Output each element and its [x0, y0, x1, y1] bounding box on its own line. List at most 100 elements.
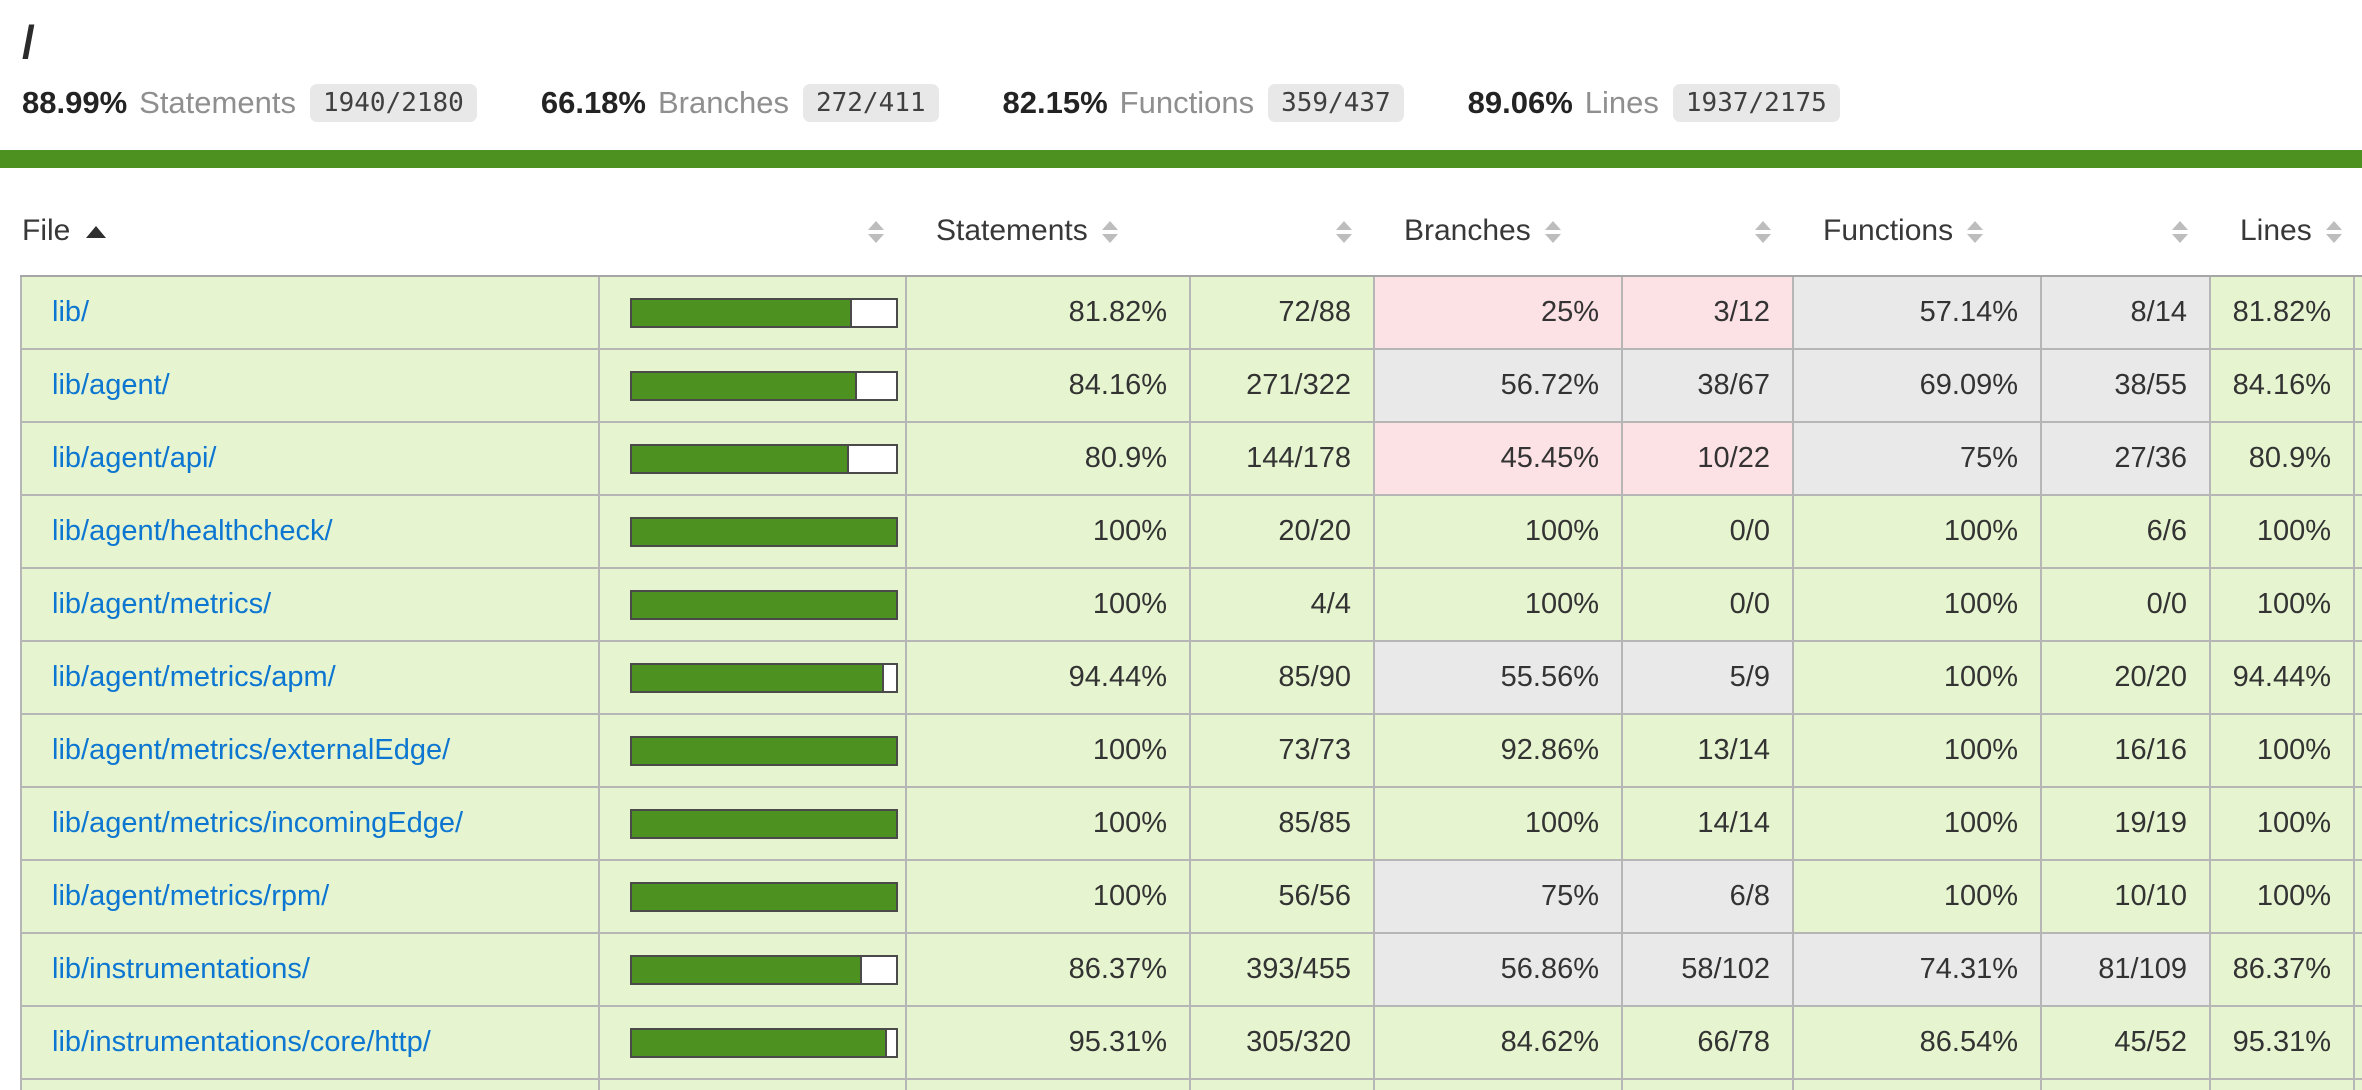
- coverage-bar-empty: [849, 297, 898, 328]
- sort-icon[interactable]: [1967, 220, 1984, 244]
- table-row: lib/agent/healthcheck/100% 20/20 100% 0/0 10…: [20, 494, 2362, 569]
- table-row: lib/agent/api/80.9% 144/178 45.45% 10/22 75%…: [20, 421, 2362, 496]
- functions-pct-cell: 57.14%: [1792, 275, 2042, 350]
- table-row: lib/agent/84.16% 271/322 56.72% 38/67 69.09%…: [20, 348, 2362, 423]
- coverage-bar: [630, 1027, 898, 1058]
- partial-cell: [1373, 1078, 1623, 1090]
- lines-fraction-cell: [2353, 786, 2362, 861]
- coverage-bar: [630, 297, 898, 328]
- functions-pct-cell: 100%: [1792, 640, 2042, 715]
- branches-fraction-cell: 10/22: [1621, 421, 1794, 496]
- branches-pct-cell: 56.86%: [1373, 932, 1623, 1007]
- branches-pct-cell: 55.56%: [1373, 640, 1623, 715]
- file-link[interactable]: lib/agent/metrics/: [52, 588, 272, 620]
- sort-icon[interactable]: [1101, 220, 1118, 244]
- column-header-functions-raw[interactable]: [2041, 186, 2210, 277]
- file-link[interactable]: lib/agent/healthcheck/: [52, 515, 333, 547]
- partial-cell: [20, 1078, 600, 1090]
- coverage-bar-empty: [855, 370, 898, 401]
- branches-summary-label: Branches: [657, 85, 789, 120]
- column-header-file[interactable]: File: [21, 186, 599, 277]
- file-cell: lib/agent/: [20, 348, 600, 423]
- file-cell: lib/instrumentations/core/http/: [20, 1005, 600, 1080]
- statements-fraction-cell: 85/90: [1189, 640, 1375, 715]
- lines-summary-label: Lines: [1584, 85, 1659, 120]
- functions-summary-pct: 82.15%: [1002, 85, 1108, 120]
- column-header-functions[interactable]: Functions: [1793, 186, 2041, 277]
- file-link[interactable]: lib/agent/: [52, 369, 170, 401]
- branches-pct-cell: 75%: [1373, 859, 1623, 934]
- functions-pct-cell: 74.31%: [1792, 932, 2042, 1007]
- sort-icon[interactable]: [2172, 220, 2188, 244]
- lines-pct-cell: 86.37%: [2209, 932, 2355, 1007]
- statements-pct-cell: 100%: [905, 713, 1191, 788]
- functions-pct-cell: 75%: [1792, 421, 2042, 496]
- sort-icon[interactable]: [1755, 220, 1771, 244]
- file-link[interactable]: lib/: [52, 296, 90, 328]
- sort-icon[interactable]: [1336, 220, 1352, 244]
- functions-pct-cell: 100%: [1792, 859, 2042, 934]
- column-header-lines[interactable]: Lines: [2210, 186, 2354, 277]
- statements-fraction-cell: 73/73: [1189, 713, 1375, 788]
- sort-icon[interactable]: [2325, 220, 2342, 244]
- file-link[interactable]: lib/agent/api/: [52, 442, 217, 474]
- sort-ascending-icon[interactable]: [86, 226, 106, 238]
- functions-summary-fraction: 359/437: [1268, 84, 1404, 122]
- coverage-bar-cell: [598, 1005, 907, 1080]
- file-link[interactable]: lib/agent/metrics/incomingEdge/: [52, 807, 464, 839]
- branches-summary-pct: 66.18%: [540, 85, 646, 120]
- coverage-bar-cell: [598, 932, 907, 1007]
- functions-fraction-cell: 6/6: [2040, 494, 2211, 569]
- statements-fraction-cell: 72/88: [1189, 275, 1375, 350]
- coverage-bar: [630, 662, 898, 693]
- lines-fraction-cell: [2353, 494, 2362, 569]
- file-cell: lib/agent/metrics/apm/: [20, 640, 600, 715]
- coverage-bar-cell: [598, 786, 907, 861]
- coverage-bar-cell: [598, 421, 907, 496]
- lines-pct-cell: 94.44%: [2209, 640, 2355, 715]
- table-row: lib/agent/metrics/externalEdge/100% 73/73…: [20, 713, 2362, 788]
- file-link[interactable]: lib/agent/metrics/rpm/: [52, 880, 330, 912]
- column-header-graph[interactable]: [599, 186, 906, 277]
- coverage-bar: [630, 516, 898, 547]
- lines-fraction-cell: [2353, 275, 2362, 350]
- table-row: lib/agent/metrics/rpm/100% 56/56 75% 6/8 100…: [20, 859, 2362, 934]
- branches-pct-cell: 100%: [1373, 567, 1623, 642]
- file-link[interactable]: lib/agent/metrics/apm/: [52, 661, 336, 693]
- branches-fraction-cell: 6/8: [1621, 859, 1794, 934]
- table-row: lib/instrumentations/86.37% 393/455 56.86%…: [20, 932, 2362, 1007]
- functions-fraction-cell: 10/10: [2040, 859, 2211, 934]
- statements-fraction-cell: 305/320: [1189, 1005, 1375, 1080]
- partial-cell: [1189, 1078, 1375, 1090]
- functions-pct-cell: 100%: [1792, 567, 2042, 642]
- column-header-statements-raw[interactable]: [1190, 186, 1374, 277]
- file-cell: lib/instrumentations/: [20, 932, 600, 1007]
- statements-fraction-cell: 85/85: [1189, 786, 1375, 861]
- statements-fraction-cell: 4/4: [1189, 567, 1375, 642]
- sort-icon[interactable]: [1544, 220, 1561, 244]
- lines-pct-cell: 100%: [2209, 567, 2355, 642]
- column-header-branches-raw[interactable]: [1622, 186, 1793, 277]
- file-link[interactable]: lib/agent/metrics/externalEdge/: [52, 734, 451, 766]
- column-header-statements[interactable]: Statements: [906, 186, 1190, 277]
- coverage-bar-fill: [630, 808, 898, 839]
- statements-pct-cell: 100%: [905, 567, 1191, 642]
- statements-pct-cell: 100%: [905, 494, 1191, 569]
- file-link[interactable]: lib/instrumentations/: [52, 953, 310, 985]
- lines-fraction-cell: [2353, 567, 2362, 642]
- column-header-lines-raw[interactable]: [2354, 186, 2362, 277]
- column-header-branches[interactable]: Branches: [1374, 186, 1622, 277]
- coverage-bar-fill: [630, 297, 850, 328]
- file-cell: lib/agent/api/: [20, 421, 600, 496]
- statements-pct-cell: 94.44%: [905, 640, 1191, 715]
- sort-icon[interactable]: [868, 220, 884, 244]
- file-cell: lib/agent/healthcheck/: [20, 494, 600, 569]
- coverage-bar-fill: [630, 735, 898, 766]
- functions-pct-cell: 100%: [1792, 786, 2042, 861]
- file-cell: lib/agent/metrics/: [20, 567, 600, 642]
- file-link[interactable]: lib/instrumentations/core/http/: [52, 1026, 431, 1058]
- coverage-bar-empty: [884, 1027, 898, 1058]
- functions-fraction-cell: 16/16: [2040, 713, 2211, 788]
- coverage-table: File Statements Branches Functions Lines…: [20, 186, 2362, 1090]
